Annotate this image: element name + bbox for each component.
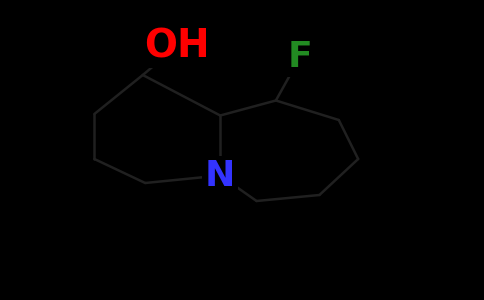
Text: OH: OH bbox=[144, 28, 210, 65]
Text: F: F bbox=[287, 40, 313, 74]
Text: N: N bbox=[205, 158, 235, 193]
